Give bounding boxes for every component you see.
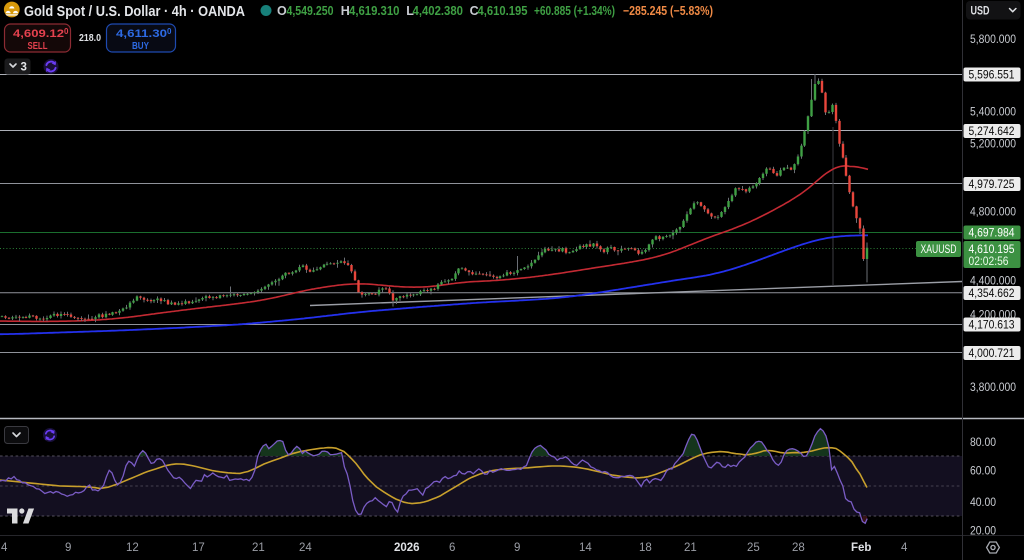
svg-text:4,610.195: 4,610.195 — [969, 244, 1015, 256]
svg-text:3,800.000: 3,800.000 — [970, 382, 1016, 394]
svg-text:0: 0 — [167, 27, 172, 36]
svg-text:5,800.000: 5,800.000 — [970, 34, 1016, 46]
svg-text:4,170.613: 4,170.613 — [969, 320, 1015, 332]
svg-text:USD: USD — [971, 6, 990, 18]
svg-text:40.00: 40.00 — [970, 497, 996, 509]
svg-text:21: 21 — [252, 542, 265, 554]
svg-text:4: 4 — [1, 542, 8, 554]
svg-text:18: 18 — [639, 542, 652, 554]
svg-text:6: 6 — [449, 542, 455, 554]
svg-text:SELL: SELL — [28, 41, 48, 52]
svg-text:4,619.310: 4,619.310 — [349, 4, 400, 18]
svg-text:0: 0 — [64, 27, 69, 36]
svg-text:2026: 2026 — [394, 542, 420, 554]
svg-text:BUY: BUY — [132, 41, 149, 52]
svg-text:218.0: 218.0 — [79, 32, 101, 44]
svg-text:9: 9 — [514, 542, 520, 554]
svg-text:XAUUSD: XAUUSD — [921, 244, 957, 256]
svg-text:O: O — [277, 4, 287, 18]
svg-text:4,549.250: 4,549.250 — [287, 4, 334, 18]
svg-text:21: 21 — [684, 542, 697, 554]
svg-text:4,000.721: 4,000.721 — [969, 348, 1015, 360]
svg-text:4,979.725: 4,979.725 — [969, 179, 1015, 191]
svg-text:25: 25 — [747, 542, 760, 554]
svg-text:20.00: 20.00 — [970, 526, 996, 538]
svg-text:Feb: Feb — [851, 542, 871, 554]
svg-text:3: 3 — [21, 62, 27, 74]
svg-text:12: 12 — [126, 542, 139, 554]
svg-text:+60.885 (+1.34%): +60.885 (+1.34%) — [534, 4, 615, 18]
svg-text:17: 17 — [192, 542, 205, 554]
svg-text:4,400.000: 4,400.000 — [970, 276, 1016, 288]
svg-text:5,596.551: 5,596.551 — [969, 70, 1015, 82]
svg-text:4,610.195: 4,610.195 — [478, 4, 528, 18]
svg-text:Gold Spot / U.S. Dollar · 4h ·: Gold Spot / U.S. Dollar · 4h · OANDA — [24, 4, 245, 20]
svg-text:−285.245 (−5.83%): −285.245 (−5.83%) — [623, 4, 713, 18]
svg-text:60.00: 60.00 — [970, 466, 996, 478]
svg-text:02:02:56: 02:02:56 — [969, 256, 1009, 268]
svg-text:80.00: 80.00 — [970, 437, 996, 449]
svg-text:4,697.984: 4,697.984 — [969, 228, 1016, 240]
svg-text:5,400.000: 5,400.000 — [970, 107, 1016, 119]
svg-text:L: L — [406, 4, 414, 18]
svg-text:5,200.000: 5,200.000 — [970, 139, 1016, 151]
svg-text:28: 28 — [792, 542, 805, 554]
svg-text:14: 14 — [579, 542, 592, 554]
svg-text:4: 4 — [901, 542, 908, 554]
svg-text:9: 9 — [65, 542, 71, 554]
svg-text:5,274.642: 5,274.642 — [969, 126, 1015, 138]
svg-text:4,611.30: 4,611.30 — [116, 28, 167, 40]
svg-text:4,354.662: 4,354.662 — [969, 288, 1015, 300]
svg-text:4,609.12: 4,609.12 — [13, 28, 64, 40]
svg-text:24: 24 — [299, 542, 312, 554]
svg-text:C: C — [470, 4, 479, 18]
svg-text:H: H — [341, 4, 350, 18]
svg-text:4,800.000: 4,800.000 — [970, 207, 1016, 219]
svg-text:4,402.380: 4,402.380 — [413, 4, 464, 18]
